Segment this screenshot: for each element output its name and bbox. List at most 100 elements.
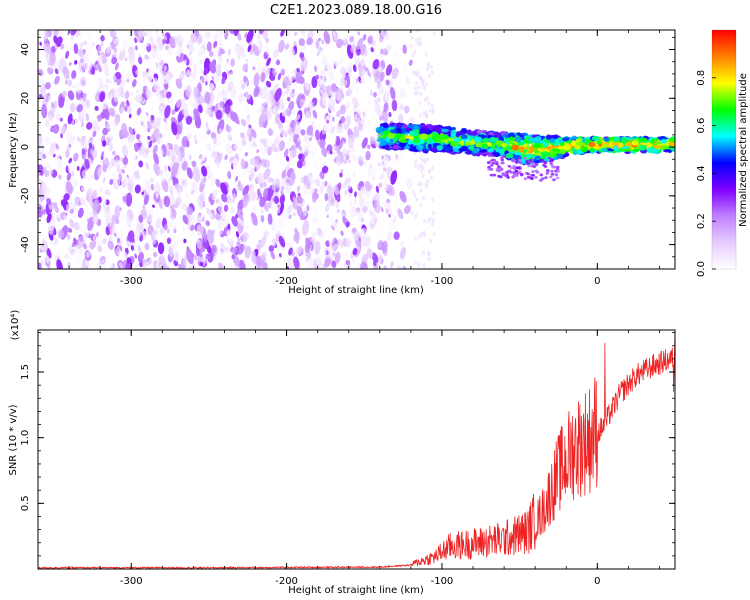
spectrogram-signal-blob (506, 175, 510, 179)
spectrogram-noise-blob (128, 50, 136, 65)
spectrogram-signal-blob (535, 170, 540, 174)
spectrogram-noise-blob (203, 234, 208, 242)
spectrogram-x-tick-label: -300 (120, 276, 143, 287)
spectrogram-noise-blob (361, 137, 368, 149)
spectrogram-noise-blob (211, 150, 217, 159)
spectrogram-noise-blob (145, 111, 149, 117)
spectrogram-noise-blob (176, 55, 181, 64)
spectrogram-noise-blob (71, 251, 77, 259)
spectrogram-noise-blob (240, 118, 247, 127)
spectrogram-noise-blob (186, 206, 194, 215)
spectrogram-noise-blob (142, 124, 148, 133)
spectrogram-signal-blob (546, 169, 550, 172)
spectrogram-noise-blob (191, 181, 198, 192)
spectrogram-noise-blob (314, 207, 318, 215)
spectrogram-noise-blob (76, 136, 81, 143)
spectrogram-noise-blob (289, 91, 296, 99)
spectrogram-noise-blob (319, 138, 326, 149)
spectrogram-noise-blob (358, 59, 366, 71)
spectrogram-noise-blob (419, 91, 423, 97)
spectrogram-noise-blob (74, 196, 82, 206)
spectrogram-noise-blob (79, 42, 84, 49)
spectrogram-noise-blob (256, 65, 264, 76)
spectrogram-noise-blob (78, 48, 84, 58)
spectrogram-noise-blob (242, 63, 249, 72)
spectrogram-noise-blob (421, 82, 425, 87)
spectrogram-noise-blob (431, 197, 435, 202)
spectrogram-noise-blob (133, 124, 139, 133)
spectrogram-noise-blob (246, 225, 250, 230)
spectrogram-noise-blob (71, 70, 77, 80)
spectrogram-noise-blob (73, 43, 79, 55)
spectrogram-signal-blob (550, 172, 555, 176)
spectrogram-signal-blob (556, 153, 564, 159)
spectrogram-noise-blob (280, 190, 284, 195)
spectrogram-noise-blob (402, 63, 408, 74)
spectrogram-noise-blob (175, 196, 182, 206)
spectrogram-noise-blob (352, 170, 357, 178)
spectrogram-signal-blob (489, 136, 497, 143)
spectrogram-noise-blob (423, 160, 427, 165)
spectrogram-noise-blob (426, 96, 430, 101)
spectrogram-noise-blob (246, 114, 250, 120)
spectrogram-signal-blob (539, 173, 544, 177)
spectrogram-noise-blob (186, 248, 194, 265)
snr-x-axis-label: Height of straight line (km) (288, 585, 424, 596)
spectrogram-y-tick-label: 40 (20, 43, 31, 56)
spectrogram-noise-blob (245, 86, 252, 100)
spectrogram-y-tick-label: 20 (20, 92, 31, 105)
spectrogram-noise-blob (285, 155, 290, 162)
spectrogram-noise-blob (147, 209, 154, 223)
spectrogram-noise-blob (275, 59, 280, 66)
spectrogram-signal-blob (495, 140, 504, 145)
spectrogram-noise-blob (185, 70, 190, 78)
spectrogram-noise-blob (295, 70, 302, 84)
spectrogram-noise-blob (47, 66, 54, 75)
spectrogram-noise-blob (143, 194, 150, 206)
spectrogram-noise-blob (87, 191, 95, 202)
spectrogram-noise-blob (58, 96, 65, 108)
spectrogram-noise-blob (97, 64, 102, 73)
spectrogram-noise-blob (316, 227, 322, 236)
spectrogram-noise-blob (53, 30, 60, 37)
spectrogram-noise-blob (396, 264, 402, 269)
spectrogram-noise-blob (205, 253, 209, 260)
spectrogram-noise-blob (418, 163, 422, 168)
spectrogram-noise-blob (424, 82, 428, 87)
spectrogram-noise-blob (183, 238, 187, 244)
spectrogram-noise-blob (148, 106, 153, 116)
spectrogram-signal-blob (416, 144, 424, 151)
spectrogram-noise-blob (234, 143, 238, 148)
spectrogram-noise-blob (278, 103, 282, 111)
spectrogram-noise-blob (308, 137, 313, 142)
spectrogram-noise-blob (270, 177, 275, 183)
spectrogram-noise-blob (154, 116, 162, 129)
spectrogram-noise-blob (235, 68, 241, 78)
spectrogram-noise-blob (169, 193, 176, 207)
spectrogram-noise-blob (405, 75, 410, 85)
spectrogram-noise-blob (426, 179, 430, 184)
spectrogram-noise-blob (211, 124, 217, 135)
spectrogram-noise-blob (199, 200, 204, 206)
spectrogram-noise-blob (182, 214, 189, 225)
spectrogram-noise-blob (298, 153, 303, 160)
spectrogram-noise-blob (206, 143, 212, 151)
spectrogram-noise-blob (102, 177, 106, 184)
spectrogram-noise-blob (252, 117, 258, 128)
spectrogram-noise-blob (288, 247, 293, 256)
spectrogram-noise-blob (414, 81, 418, 86)
spectrogram-noise-blob (81, 186, 85, 193)
spectrogram-noise-blob (309, 212, 316, 220)
spectrogram-noise-blob (51, 45, 56, 53)
colorbar-tick-label: 0.0 (696, 261, 707, 277)
spectrogram-noise-blob (392, 216, 397, 224)
spectrogram-noise-blob (188, 229, 196, 246)
spectrogram-noise-blob (419, 76, 423, 81)
spectrogram-noise-blob (140, 125, 144, 130)
spectrogram-noise-blob (149, 177, 155, 184)
spectrogram-noise-blob (372, 211, 377, 220)
spectrogram-noise-blob (389, 86, 396, 100)
spectrogram-noise-blob (270, 98, 276, 106)
spectrogram-noise-blob (331, 260, 337, 269)
